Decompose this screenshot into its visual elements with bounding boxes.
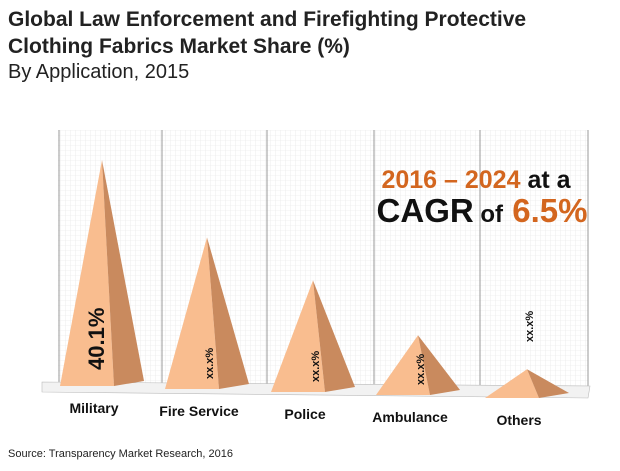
category-label: Ambulance	[372, 409, 448, 425]
annotation-line1: 2016 – 2024 at a	[381, 166, 571, 194]
chart-title: Global Law Enforcement and Firefighting …	[8, 8, 527, 58]
data-label: xx.x%	[524, 311, 536, 342]
pyramid-front	[485, 369, 539, 398]
source-note: Source: Transparency Market Research, 20…	[8, 448, 234, 460]
pyramid-front	[165, 237, 219, 389]
pyramid-side	[527, 369, 569, 398]
category-label: Police	[284, 406, 325, 422]
pyramid-side	[313, 280, 355, 392]
pyramid-side	[102, 160, 144, 386]
chart-subtitle: By Application, 2015	[8, 61, 190, 83]
category-label: Others	[496, 412, 541, 428]
annotation-line2: CAGR of 6.5%	[377, 192, 588, 229]
data-label: xx.x%	[204, 348, 216, 379]
pyramid-side	[207, 237, 249, 389]
pyramid-front	[60, 160, 114, 386]
data-label: xx.x%	[415, 354, 427, 385]
pyramid-front	[271, 280, 325, 392]
category-label: Fire Service	[159, 403, 239, 419]
data-label: 40.1%	[84, 308, 109, 370]
data-label: xx.x%	[310, 351, 322, 382]
pyramid-front	[376, 335, 430, 395]
pyramid-side	[418, 335, 460, 395]
category-label: Military	[69, 400, 118, 416]
